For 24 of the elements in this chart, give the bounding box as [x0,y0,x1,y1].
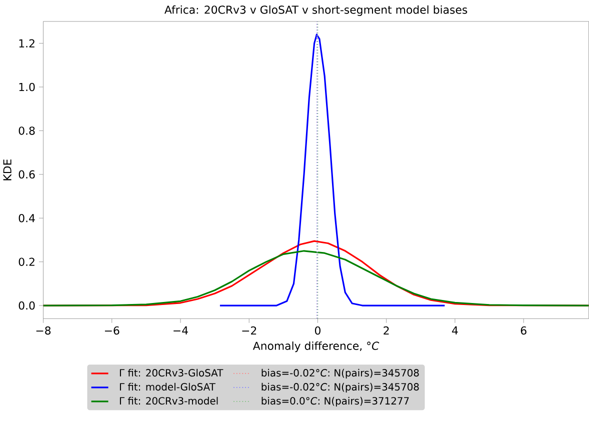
y-tick-label: 0.2 [18,258,34,266]
y-tick-label: 1.0 [19,82,35,92]
x-tick-label: −2 [242,326,256,335]
y-tick-label: 0.8 [18,126,35,135]
chart-title: Africa: 20CRv3 v GloSAT v short-segment model biases [164,5,468,16]
legend-label: Γ fit: 20CRv3-GloSAT [120,368,224,377]
x-tick-label: −4 [174,326,188,334]
x-tick-label: 0 [314,326,320,335]
legend-label: bias=-0.02°C: N(pairs)=345708 [262,368,419,379]
y-tick-label: 0.4 [18,214,35,222]
y-tick-label: 1.2 [19,39,34,48]
legend-label: bias=-0.02°C: N(pairs)=345708 [262,382,419,393]
y-axis-title: KDE [3,160,12,180]
legend-label: Γ fit: model-GloSAT [120,382,216,391]
x-tick-label: −8 [36,326,51,335]
y-tick-label: 0.6 [18,170,35,179]
legend-label: bias=0.0°C: N(pairs)=371277 [262,396,409,407]
y-tick-label: 0.0 [18,301,35,310]
x-tick-label: −6 [104,326,120,335]
x-tick-label: 6 [520,326,526,335]
legend-label: Γ fit: 20CRv3-model [120,396,218,405]
x-tick-label: 2 [384,326,389,335]
x-tick-label: 4 [452,326,458,334]
x-axis-title: Anomaly difference, °C [252,342,380,352]
